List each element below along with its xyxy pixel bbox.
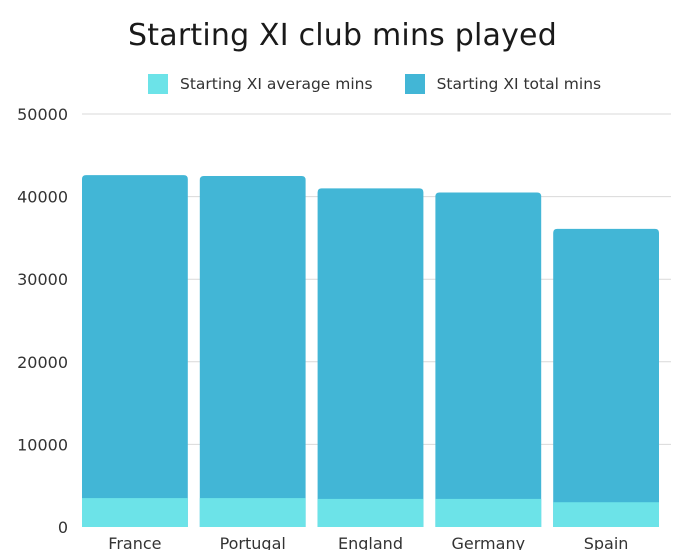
legend: Starting XI average mins Starting XI tot…	[148, 74, 601, 94]
x-tick-label: Portugal	[220, 534, 286, 550]
y-tick-label: 20000	[17, 353, 68, 372]
y-tick-label: 10000	[17, 435, 68, 454]
bar-total-spain	[553, 228, 659, 527]
bars	[82, 175, 659, 527]
legend-item-average: Starting XI average mins	[148, 74, 373, 94]
x-tick-label: Spain	[584, 534, 629, 550]
y-tick-label: 40000	[17, 188, 68, 207]
bar-average-england	[317, 498, 424, 527]
bar-total-germany	[435, 192, 542, 527]
legend-swatch-average	[148, 74, 168, 94]
bar-average-spain	[553, 502, 659, 527]
y-tick-label: 30000	[17, 270, 68, 289]
bar-total-england	[317, 188, 424, 527]
legend-label-average: Starting XI average mins	[180, 75, 373, 93]
bar-average-germany	[435, 498, 542, 527]
bar-total-portugal	[199, 175, 306, 527]
bar-average-france	[82, 498, 188, 527]
y-tick-label: 0	[58, 518, 68, 537]
chart-title: Starting XI club mins played	[128, 18, 557, 53]
legend-label-total: Starting XI total mins	[436, 75, 602, 93]
bar-total-france	[82, 175, 188, 527]
legend-item-total: Starting XI total mins	[404, 74, 602, 94]
x-tick-label: Germany	[452, 534, 526, 550]
x-tick-label: England	[338, 534, 403, 550]
x-tick-label: France	[108, 534, 161, 550]
x-axis-ticks: France Portugal England Germany Spain	[108, 534, 628, 550]
y-tick-label: 50000	[17, 105, 68, 124]
legend-swatch-total	[404, 74, 425, 94]
bar-average-portugal	[199, 498, 306, 527]
y-axis-ticks: 0 10000 20000 30000 40000 50000	[17, 105, 68, 537]
